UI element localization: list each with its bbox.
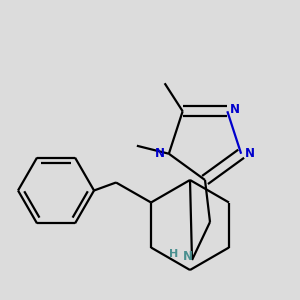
Text: N: N — [183, 250, 193, 262]
Text: H: H — [169, 249, 178, 259]
Text: N: N — [245, 147, 255, 160]
Text: N: N — [230, 103, 240, 116]
Text: N: N — [155, 147, 165, 160]
